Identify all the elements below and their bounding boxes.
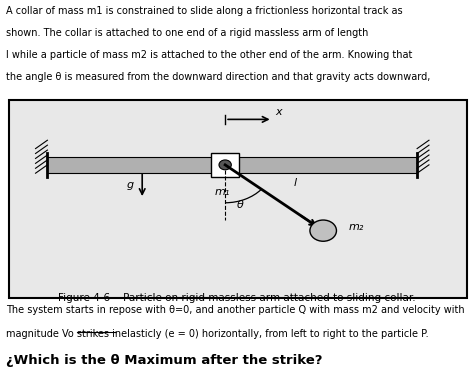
Text: l: l xyxy=(293,178,296,188)
Circle shape xyxy=(219,160,231,170)
Text: x: x xyxy=(275,108,282,117)
Text: A collar of mass m1 is constrained to slide along a frictionless horizontal trac: A collar of mass m1 is constrained to sl… xyxy=(6,6,402,16)
Text: θ: θ xyxy=(237,200,244,210)
Text: the angle θ is measured from the downward direction and that gravity acts downwa: the angle θ is measured from the downwar… xyxy=(6,72,430,81)
Text: g: g xyxy=(127,180,134,190)
Circle shape xyxy=(310,220,337,241)
Text: shown. The collar is attached to one end of a rigid massless arm of length: shown. The collar is attached to one end… xyxy=(6,28,368,38)
Bar xyxy=(9,100,467,298)
Text: magnitude Vo strikes inelasticly (e = 0) horizontally, from left to right to the: magnitude Vo strikes inelasticly (e = 0)… xyxy=(6,329,428,338)
Bar xyxy=(211,153,239,177)
Text: m₂: m₂ xyxy=(348,222,364,232)
Text: The system starts in repose with θ=0, and another particle Q with mass m2 and ve: The system starts in repose with θ=0, an… xyxy=(6,305,465,315)
Text: m₁: m₁ xyxy=(215,187,230,197)
Text: Figure 4-6    Particle on rigid massless arm attached to sliding collar.: Figure 4-6 Particle on rigid massless ar… xyxy=(58,293,416,302)
Text: l while a particle of mass m2 is attached to the other end of the arm. Knowing t: l while a particle of mass m2 is attache… xyxy=(6,50,412,60)
Bar xyxy=(47,157,417,173)
Text: ¿Which is the θ Maximum after the strike?: ¿Which is the θ Maximum after the strike… xyxy=(6,354,322,367)
